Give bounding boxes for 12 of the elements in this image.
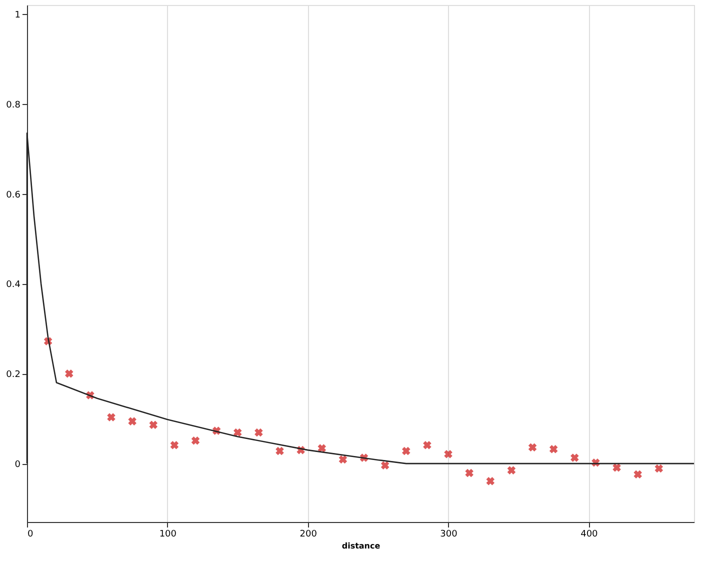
y-tick-label: 0.4	[6, 280, 21, 290]
y-tick-label: 0.6	[6, 190, 21, 200]
x-axis-title: distance	[342, 542, 381, 550]
x-tick-label: 0	[28, 530, 34, 540]
x-tick-label: 400	[580, 530, 598, 540]
y-tick-label: 0.8	[6, 100, 21, 110]
y-tick-label: 0.2	[6, 370, 20, 380]
y-tick-label: 0	[14, 460, 21, 470]
x-tick-label: 100	[159, 530, 177, 540]
x-tick-label: 300	[440, 530, 458, 540]
y-tick-label: 1	[14, 10, 20, 20]
x-tick-label: 200	[300, 530, 318, 540]
